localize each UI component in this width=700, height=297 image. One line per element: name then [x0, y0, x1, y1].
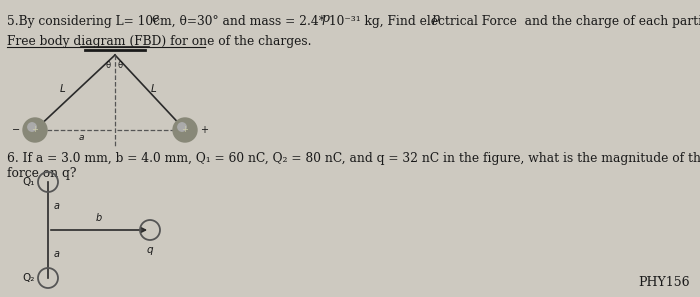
Text: −: − — [12, 125, 20, 135]
Text: a: a — [54, 201, 60, 211]
Text: Q₂: Q₂ — [22, 273, 35, 283]
Text: 5.By considering L= 10cm, θ=30° and mass = 2.4* 10⁻³¹ kg, Find electrical Force : 5.By considering L= 10cm, θ=30° and mass… — [7, 15, 700, 28]
Circle shape — [23, 118, 47, 142]
Text: L: L — [60, 84, 66, 94]
Text: +: + — [32, 126, 38, 135]
Circle shape — [178, 123, 186, 131]
Text: +: + — [181, 126, 188, 135]
Text: q: q — [147, 245, 153, 255]
Text: p: p — [431, 12, 439, 25]
Text: 6. If a = 3.0 mm, b = 4.0 mm, Q₁ = 60 nC, Q₂ = 80 nC, and q = 32 nC in the figur: 6. If a = 3.0 mm, b = 4.0 mm, Q₁ = 60 nC… — [7, 152, 700, 165]
Text: e: e — [151, 12, 159, 25]
Text: Free body diagram (FBD) for one of the charges.: Free body diagram (FBD) for one of the c… — [7, 35, 312, 48]
Text: θ: θ — [118, 61, 122, 69]
Text: θ: θ — [106, 61, 111, 69]
Text: force on q?: force on q? — [7, 167, 76, 180]
Text: a: a — [54, 249, 60, 259]
Text: b: b — [96, 213, 102, 223]
Text: Q₁: Q₁ — [22, 177, 35, 187]
Text: a: a — [78, 133, 84, 143]
Circle shape — [28, 123, 36, 131]
Circle shape — [173, 118, 197, 142]
Text: +: + — [200, 125, 208, 135]
Text: L: L — [150, 84, 156, 94]
Text: p: p — [321, 12, 329, 25]
Text: PHY156: PHY156 — [638, 276, 690, 289]
